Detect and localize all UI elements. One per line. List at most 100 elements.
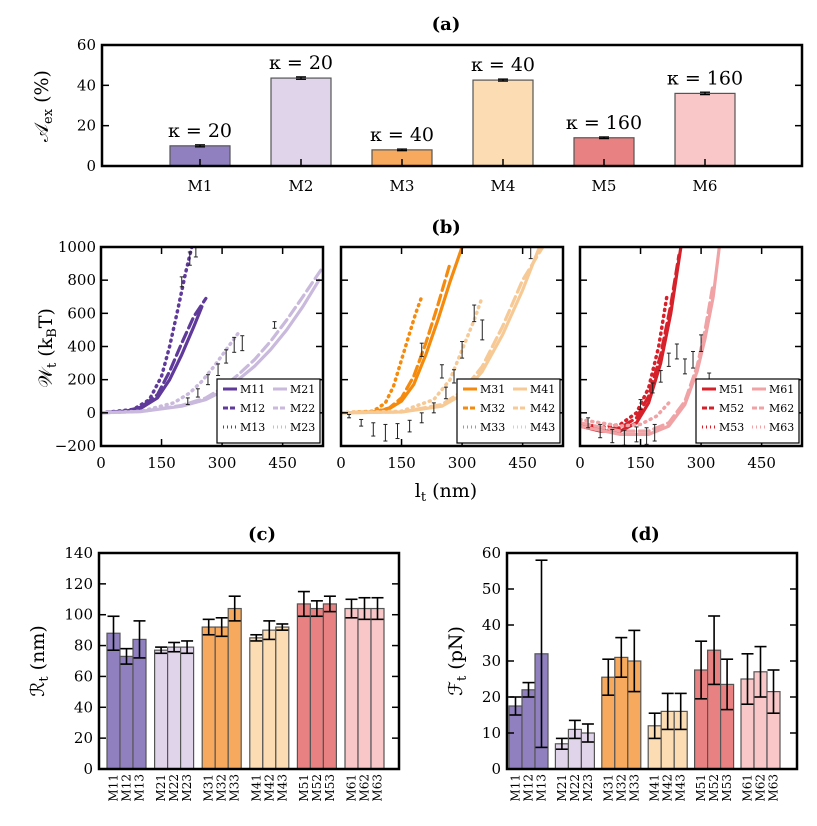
ytick-label: 60 xyxy=(482,544,501,562)
legend-label: M41 xyxy=(530,383,555,396)
series-M12 xyxy=(101,296,208,415)
series-M23 xyxy=(101,331,240,415)
series-M51 xyxy=(580,247,683,433)
panel-c: (c) 0 20 40 60 80 100 120 140 M11 M12 M13 M21 M22 M2… xyxy=(27,524,401,802)
xtick-label: M53 xyxy=(323,774,337,802)
xtick-label: M51 xyxy=(297,774,311,802)
ytick-label: 30 xyxy=(482,652,501,670)
panel-d-title: (d) xyxy=(630,524,660,545)
xtick-label: M61 xyxy=(741,774,755,802)
bar xyxy=(132,638,147,770)
bar xyxy=(167,646,182,770)
xtick-label: M13 xyxy=(535,774,549,802)
series-M63 xyxy=(580,401,671,428)
bar xyxy=(119,655,134,770)
ytick-label: 0 xyxy=(86,404,96,422)
panel-d-xticks: M11 M12 M13 M21 M22 M23 M31 M32 M33 M41 M42 M43 M51 M… xyxy=(509,774,781,802)
bar xyxy=(296,603,311,770)
bar xyxy=(227,607,242,770)
series-M22 xyxy=(101,265,323,415)
legend-label: M12 xyxy=(240,402,265,415)
legend: M31 M41 M32 M42 M33 M43 xyxy=(456,378,561,444)
panel-b-ylabel: 𝒲t (kBT) xyxy=(35,308,60,388)
xtick-label: 0 xyxy=(336,454,346,472)
ytick-label: 120 xyxy=(64,575,93,593)
ytick-label: 60 xyxy=(77,36,96,54)
bar xyxy=(249,637,264,770)
xtick-label: M42 xyxy=(262,774,276,802)
xtick-label: M33 xyxy=(627,774,641,802)
ytick-label: 10 xyxy=(482,724,501,742)
xtick-label: M42 xyxy=(661,774,675,802)
ytick-label: 0 xyxy=(86,157,96,175)
series-M53 xyxy=(580,295,669,430)
panel-a-bars: κ = 20 κ = 20 κ = 40 κ = 40 κ = 160 κ = 160 xyxy=(168,52,743,167)
series-M33 xyxy=(341,295,424,415)
panel-c-bars xyxy=(106,590,385,770)
xtick-label: M23 xyxy=(581,774,595,802)
bar-label: κ = 160 xyxy=(667,67,743,89)
xtick-label: M43 xyxy=(674,774,688,802)
subplot-3: 0 150 300 450 M51 M61 M52 M62 M53 M63 xyxy=(575,245,804,472)
bar-label: κ = 40 xyxy=(471,54,535,76)
ytick-label: 80 xyxy=(74,637,93,655)
legend-label: M13 xyxy=(240,421,265,434)
legend-label: M42 xyxy=(530,402,555,415)
series-M52 xyxy=(580,253,681,431)
legend: M11 M21 M12 M22 M13 M23 xyxy=(216,378,321,444)
legend-label: M31 xyxy=(480,383,505,396)
xtick-label: M32 xyxy=(215,774,229,802)
ytick-label: 40 xyxy=(482,616,501,634)
panel-d-yticks: 0 10 20 30 40 50 60 xyxy=(482,544,797,778)
xtick-label: 0 xyxy=(96,454,106,472)
bar xyxy=(214,626,229,770)
legend-label: M21 xyxy=(290,383,315,396)
series-M13 xyxy=(101,247,194,415)
xtick-label: M52 xyxy=(310,774,324,802)
xtick-label: 300 xyxy=(448,454,477,472)
bar xyxy=(322,603,337,770)
series-M61 xyxy=(580,247,721,436)
ytick-label: 60 xyxy=(74,667,93,685)
panel-c-title: (c) xyxy=(248,524,276,545)
panel-a-title: (a) xyxy=(432,14,461,35)
xtick-label: M2 xyxy=(289,177,314,195)
legend-label: M63 xyxy=(769,421,794,434)
ytick-label: 40 xyxy=(74,698,93,716)
xtick-label: 300 xyxy=(208,454,237,472)
xtick-label: M3 xyxy=(390,177,415,195)
xtick-label: M31 xyxy=(601,774,615,802)
panel-a-yticks: 0 20 40 60 xyxy=(77,36,802,175)
panel-b-xlabel: lt (nm) xyxy=(415,480,477,505)
bar xyxy=(344,607,359,770)
panel-c-xticks: M11 M12 M13 M21 M22 M23 M31 M32 M33 M41 M42 M43 M51 M… xyxy=(107,774,385,802)
legend-label: M53 xyxy=(719,421,744,434)
xtick-label: M13 xyxy=(133,774,147,802)
bar xyxy=(275,626,290,770)
xtick-label: M23 xyxy=(180,774,194,802)
xtick-label: M21 xyxy=(555,774,569,802)
ytick-label: 140 xyxy=(64,544,93,562)
ytick-label: 40 xyxy=(77,76,96,94)
xtick-label: 0 xyxy=(575,454,585,472)
xtick-label: M5 xyxy=(592,177,617,195)
xtick-label: M51 xyxy=(694,774,708,802)
xtick-label: M12 xyxy=(522,774,536,802)
ytick-label: 20 xyxy=(482,688,501,706)
bar-label: κ = 40 xyxy=(370,124,434,146)
xtick-label: M63 xyxy=(371,774,385,802)
xtick-label: 150 xyxy=(626,454,655,472)
ytick-label: 50 xyxy=(482,580,501,598)
xtick-label: M12 xyxy=(120,774,134,802)
bar xyxy=(262,629,277,770)
plot-area xyxy=(580,247,721,446)
xtick-label: M21 xyxy=(154,774,168,802)
bar xyxy=(154,649,169,770)
bar xyxy=(106,632,121,770)
bar-label: κ = 20 xyxy=(168,120,232,142)
legend-label: M32 xyxy=(480,402,505,415)
